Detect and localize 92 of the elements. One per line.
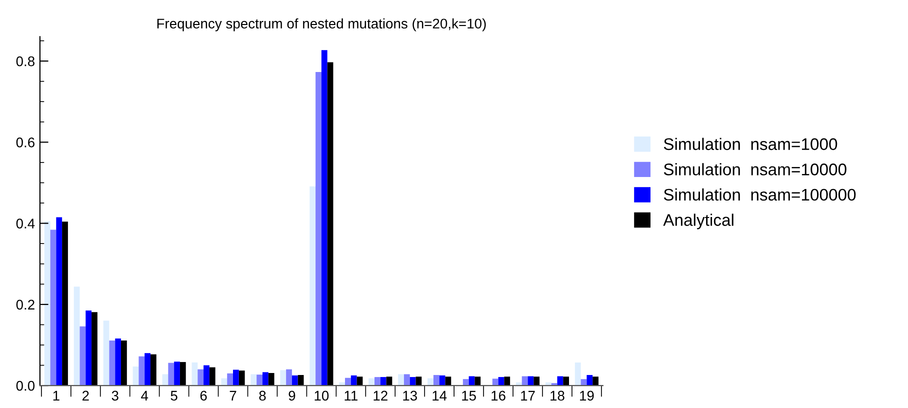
y-tick-label: 0.4 bbox=[16, 218, 35, 228]
bar bbox=[345, 378, 351, 386]
x-tick-label: 4 bbox=[141, 390, 148, 400]
bar bbox=[192, 362, 198, 386]
bar bbox=[350, 375, 357, 386]
legend-label: Analytical bbox=[663, 214, 734, 230]
legend-label: Simulation nsam=100000 bbox=[664, 188, 856, 201]
legend-label: Simulation nsam=10000 bbox=[664, 163, 846, 176]
bar bbox=[468, 376, 475, 386]
bar bbox=[80, 326, 86, 386]
bar bbox=[56, 217, 62, 386]
bar bbox=[462, 379, 469, 386]
bar bbox=[321, 50, 328, 386]
x-tick-label: 11 bbox=[344, 390, 358, 400]
bar bbox=[327, 62, 334, 386]
x-tick-label: 7 bbox=[230, 390, 236, 400]
x-tick-label: 3 bbox=[112, 390, 118, 401]
bar bbox=[374, 377, 380, 386]
bar bbox=[103, 320, 110, 386]
bar bbox=[92, 312, 98, 386]
bar bbox=[209, 367, 216, 386]
x-tick-label: 10 bbox=[314, 390, 329, 401]
x-tick-label: 8 bbox=[259, 390, 266, 401]
bar bbox=[62, 222, 68, 386]
bar bbox=[250, 374, 257, 386]
x-tick-label: 9 bbox=[288, 390, 296, 401]
x-tick-label: 5 bbox=[170, 390, 178, 401]
y-tick-label: 0.8 bbox=[16, 56, 34, 66]
bar bbox=[86, 310, 92, 386]
bar bbox=[162, 374, 168, 386]
bar bbox=[380, 377, 386, 386]
bar bbox=[292, 375, 298, 386]
y-tick-label: 0.6 bbox=[16, 138, 34, 148]
bar bbox=[233, 370, 239, 386]
bar bbox=[268, 372, 274, 386]
bar bbox=[204, 365, 210, 386]
bar bbox=[138, 356, 145, 386]
bar bbox=[557, 376, 564, 386]
y-tick-label: 0.2 bbox=[16, 300, 34, 310]
bar bbox=[404, 374, 410, 386]
bar bbox=[592, 376, 598, 386]
bar bbox=[286, 369, 292, 386]
bar bbox=[256, 374, 262, 386]
bar bbox=[316, 72, 322, 386]
bar bbox=[115, 338, 122, 386]
bar bbox=[280, 370, 286, 386]
bar bbox=[227, 373, 234, 386]
bar bbox=[180, 362, 186, 386]
bar bbox=[109, 340, 116, 386]
bar bbox=[310, 186, 316, 386]
x-tick-label: 18 bbox=[550, 390, 564, 401]
bar bbox=[174, 362, 180, 386]
bar bbox=[492, 378, 498, 386]
bar bbox=[474, 376, 481, 386]
x-tick-label: 1 bbox=[53, 390, 60, 400]
bar bbox=[528, 376, 534, 386]
bar bbox=[221, 378, 228, 386]
x-tick-label: 13 bbox=[403, 390, 417, 401]
x-tick-label: 6 bbox=[200, 390, 207, 401]
bar bbox=[534, 376, 540, 386]
x-tick-label: 16 bbox=[492, 390, 506, 401]
bar bbox=[416, 376, 422, 386]
x-tick-label: 2 bbox=[82, 390, 89, 400]
chart-title: Frequency spectrum of nested mutations (n=20,k=10) bbox=[157, 18, 486, 32]
bar bbox=[50, 230, 56, 386]
bar bbox=[433, 375, 440, 386]
bar bbox=[238, 370, 245, 386]
bar bbox=[522, 376, 528, 386]
bar bbox=[132, 366, 139, 386]
bar bbox=[368, 378, 374, 386]
bar bbox=[428, 378, 434, 386]
x-tick-label: 15 bbox=[462, 390, 476, 401]
bar bbox=[44, 221, 50, 386]
bar bbox=[168, 362, 174, 386]
x-tick-label: 19 bbox=[580, 390, 594, 401]
bar bbox=[504, 376, 510, 386]
bar bbox=[74, 286, 80, 386]
x-tick-label: 12 bbox=[374, 390, 388, 400]
bar bbox=[144, 353, 150, 386]
bar bbox=[121, 340, 127, 386]
bar bbox=[563, 376, 570, 386]
legend-label: Simulation nsam=1000 bbox=[664, 138, 838, 150]
bar bbox=[445, 376, 452, 386]
x-tick-label: 17 bbox=[521, 390, 535, 400]
y-tick-label: 0.0 bbox=[16, 380, 35, 391]
bar bbox=[198, 369, 204, 386]
bar bbox=[262, 372, 268, 386]
bar bbox=[398, 374, 404, 386]
bar bbox=[586, 375, 593, 386]
x-tick-label: 14 bbox=[432, 390, 447, 400]
bar bbox=[574, 362, 581, 386]
bar bbox=[150, 354, 156, 386]
